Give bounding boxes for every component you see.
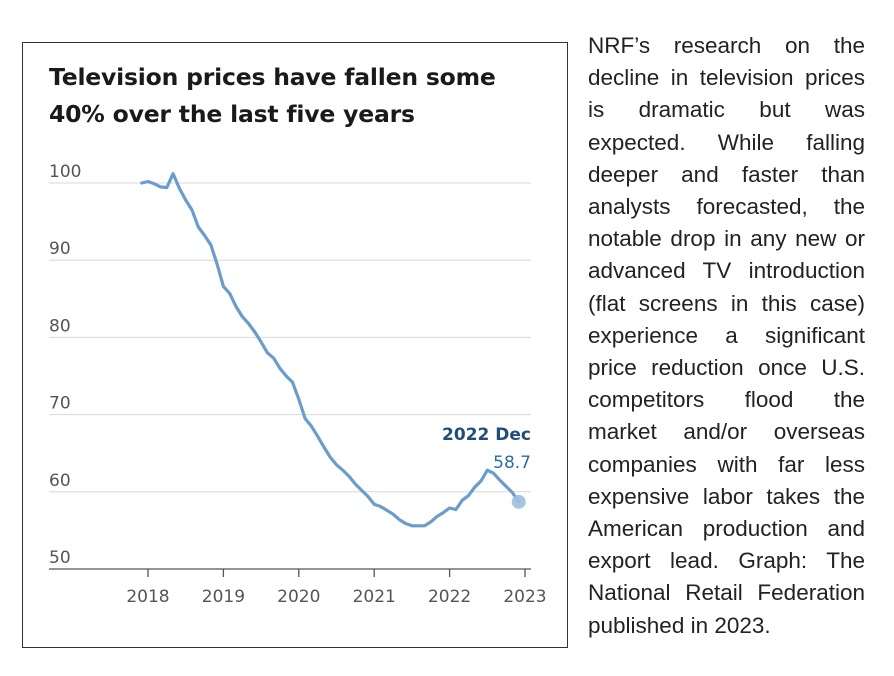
annotation-layer: 2022 Dec 58.7 — [442, 425, 531, 509]
x-tick-label: 2023 — [503, 587, 546, 607]
y-tick-label: 60 — [49, 471, 71, 491]
y-tick-label: 90 — [49, 239, 71, 259]
x-tick-label: 2020 — [277, 587, 320, 607]
series-line — [140, 172, 521, 528]
x-axis: 2018 2019 2020 2021 2022 2023 — [49, 568, 547, 607]
y-tick-label: 100 — [49, 162, 81, 182]
caption-text: NRF’s research on the decline in televis… — [588, 33, 865, 638]
gridlines — [49, 182, 531, 493]
x-tick-label: 2022 — [428, 587, 471, 607]
y-tick-label: 80 — [49, 316, 71, 336]
line-chart: 100 90 80 70 60 50 2018 2019 2020 2021 2022 2023 2… — [49, 162, 547, 607]
y-axis-tick-labels: 100 90 80 70 60 50 — [49, 162, 81, 568]
y-tick-label: 50 — [49, 548, 71, 568]
annotation-label: 2022 Dec — [442, 425, 531, 445]
x-tick-label: 2018 — [126, 587, 169, 607]
annotation-value: 58.7 — [493, 453, 531, 473]
endpoint-marker — [511, 494, 526, 509]
chart-title: Television prices have fallen some 40% o… — [49, 63, 496, 128]
x-tick-label: 2019 — [202, 587, 245, 607]
y-tick-label: 70 — [49, 394, 71, 414]
chart-panel: Television prices have fallen some 40% o… — [22, 42, 568, 648]
x-tick-label: 2021 — [353, 587, 396, 607]
series-layer — [140, 172, 521, 528]
